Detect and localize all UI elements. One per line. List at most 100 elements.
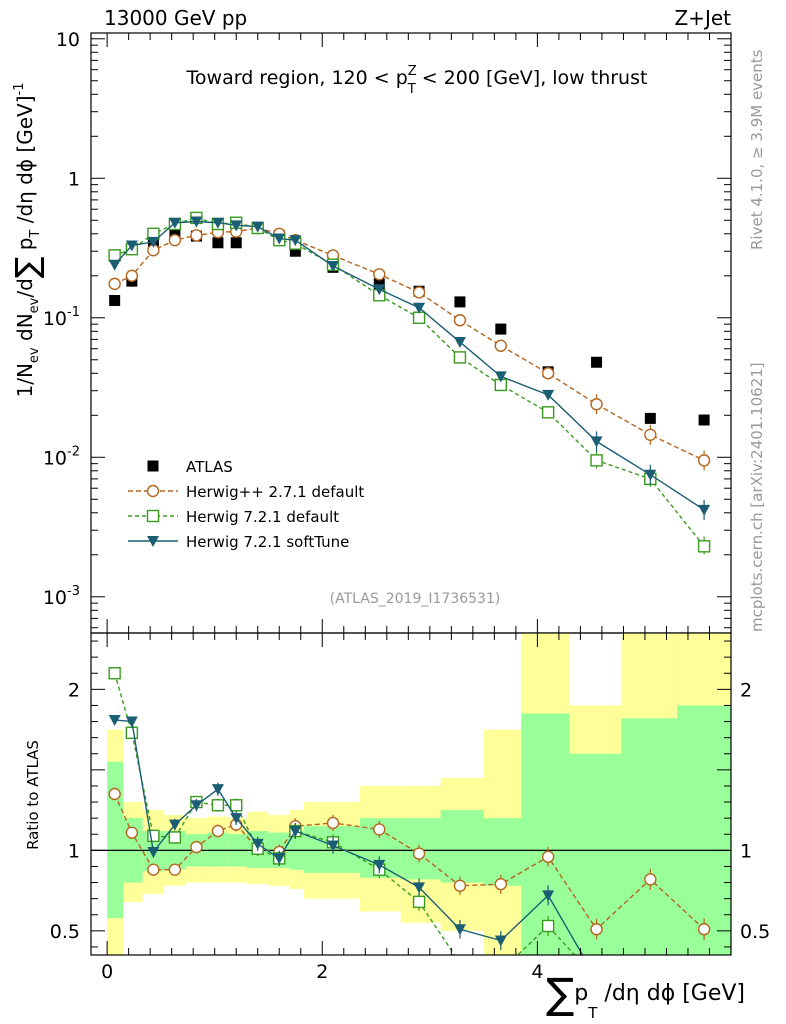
ratio-point: [644, 873, 657, 886]
legend-label: Herwig 7.2.1 softTune: [186, 533, 349, 551]
ratio-point: [190, 840, 203, 854]
series-open-square: [108, 211, 711, 557]
data-point: [590, 454, 603, 467]
band-green: [483, 818, 522, 886]
ratio-point: [125, 826, 139, 839]
data-point: [289, 245, 301, 257]
data-point: [494, 371, 507, 383]
ratio-point: [413, 882, 426, 894]
main-analysis-id: (ATLAS_2019_I1736531): [330, 591, 501, 607]
data-point: [495, 323, 507, 335]
xlabel-sum: ∑: [546, 969, 574, 1018]
main-y-tick-label: 10-1: [43, 305, 80, 330]
main-x-ticks: [106, 33, 710, 633]
data-point: [542, 389, 555, 401]
data-point: [125, 240, 138, 252]
data-point: [251, 221, 264, 233]
ratio-point: [108, 787, 121, 801]
main-ylabel-text: 1/Nev dNev/d∑ pT /dη dϕ [GeV]-1: [8, 82, 46, 397]
data-point: [109, 294, 121, 306]
data-point: [211, 217, 224, 229]
main-y-tick-label: 10-3: [43, 584, 80, 609]
data-point: [541, 406, 555, 419]
main-series: [108, 211, 711, 557]
legend-marker: [146, 509, 160, 523]
ratio-x-tick-label: 2: [316, 961, 328, 983]
ratio-series-triangle-down: [108, 714, 584, 955]
data-point: [147, 236, 160, 248]
data-point: [169, 226, 181, 238]
main-title-sub: T: [407, 82, 416, 97]
data-point: [373, 268, 386, 281]
legend-marker: [146, 484, 160, 498]
data-point: [454, 296, 466, 308]
data-point: [698, 414, 710, 426]
band-green: [521, 713, 570, 955]
ratio-point: [590, 923, 603, 936]
data-point: [541, 367, 555, 380]
band-green: [621, 718, 678, 955]
ratio-y-tick-label-right: 2: [740, 679, 752, 701]
ratio-point: [211, 799, 225, 812]
ratio-point: [412, 847, 426, 860]
side-mcplots-label: mcplots.cern.ch [arXiv:2401.10621]: [748, 362, 766, 632]
ratio-frame: [90, 632, 732, 956]
ratio-point: [230, 813, 243, 825]
side-rivet-label: Rivet 4.1.0, ≥ 3.9M events: [748, 49, 766, 250]
data-point: [273, 233, 286, 245]
data-point: [413, 302, 426, 314]
main-y-tick-label: 1: [68, 168, 80, 190]
ratio-point: [373, 823, 386, 836]
ratio-point: [211, 824, 225, 838]
main-title-part-b: < 200 [GeV], low thrust: [416, 67, 648, 89]
ratio-x-ticks: 0 2 4: [101, 633, 710, 983]
ratio-point: [168, 831, 182, 844]
ratio-point: [108, 667, 121, 680]
data-point: [590, 398, 603, 411]
main-y-axis-label: 1/Nev dNev/d∑ pT /dη dϕ [GeV]-1: [8, 82, 46, 397]
data-point: [212, 237, 224, 249]
data-point: [494, 339, 508, 352]
main-title-sup: Z: [408, 64, 417, 79]
data-point: [590, 436, 603, 448]
ratio-point: [289, 826, 302, 838]
ratio-y-axis-label: Ratio to ATLAS: [24, 740, 42, 850]
main-title: Toward region, 120 < pZ T < 200 [GeV], lo…: [186, 64, 648, 97]
ratio-point: [230, 799, 243, 812]
ratio-x-tick-label: 4: [531, 961, 543, 983]
data-point: [190, 216, 203, 228]
data-point: [698, 504, 711, 516]
data-point: [453, 314, 467, 327]
band-green: [677, 705, 731, 955]
data-point: [373, 284, 386, 296]
data-point: [412, 311, 426, 324]
data-point: [108, 259, 121, 271]
xlabel-rest: /dη dϕ [GeV]: [597, 981, 745, 1006]
header-process-label: Z+Jet: [674, 6, 731, 30]
data-point: [644, 469, 657, 481]
ratio-y-tick-label-right: 0.5: [740, 921, 770, 943]
legend-item: ATLAS: [147, 458, 233, 476]
main-y-ticks: 10 1 10-1 10-2 10-3: [43, 29, 731, 629]
legend-item: Herwig 7.2.1 softTune: [128, 533, 349, 551]
data-point: [230, 220, 243, 232]
main-panel: Toward region, 120 < pZ T < 200 [GeV], lo…: [8, 29, 732, 634]
legend-label: Herwig++ 2.7.1 default: [186, 483, 364, 501]
legend-item: Herwig++ 2.7.1 default: [128, 483, 364, 501]
ratio-point: [251, 838, 264, 850]
legend-label: ATLAS: [186, 458, 233, 476]
header-energy-label: 13000 GeV pp: [104, 6, 247, 30]
ratio-series: [108, 667, 711, 955]
ratio-y-tick-label: 2: [68, 679, 80, 701]
ratio-point: [211, 784, 224, 796]
ratio-point: [697, 923, 711, 936]
ratio-y-tick-label-right: 1: [740, 840, 752, 862]
ratio-point: [453, 879, 467, 892]
ratio-point: [327, 840, 340, 852]
data-point: [168, 233, 182, 247]
ratio-point: [494, 935, 507, 947]
legend-marker: [147, 460, 159, 472]
band-green: [207, 832, 229, 867]
data-point: [591, 356, 603, 368]
